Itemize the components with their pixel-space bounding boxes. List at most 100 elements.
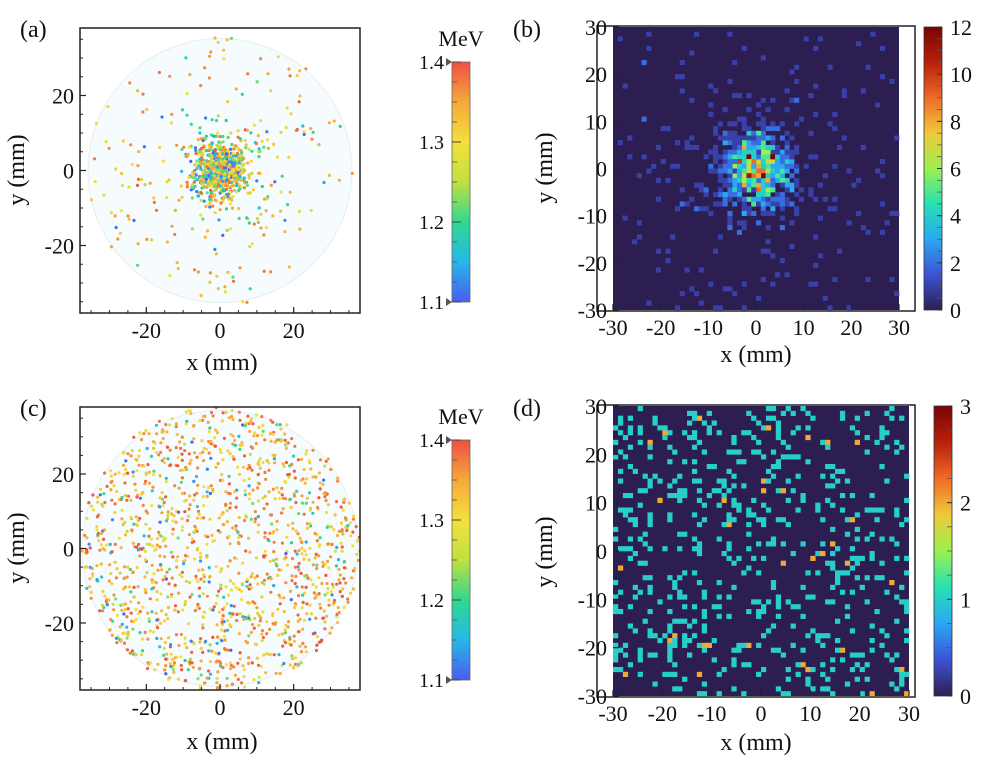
scatter-point	[263, 494, 267, 498]
heatmap-cell	[721, 483, 727, 489]
scatter-point	[354, 525, 358, 529]
heatmap-cell	[765, 173, 771, 179]
scatter-point	[278, 496, 282, 501]
heatmap-cell	[869, 638, 875, 644]
heatmap-cell	[770, 173, 776, 179]
heatmap-cell	[722, 140, 728, 146]
scatter-point	[256, 663, 261, 667]
scatter-point	[176, 677, 180, 681]
scatter-point	[95, 515, 99, 519]
scatter-point	[147, 432, 151, 436]
scatter-point	[291, 527, 295, 531]
scatter-point	[120, 495, 124, 500]
scatter-point	[131, 652, 136, 656]
scatter-point	[259, 57, 263, 61]
scatter-point	[126, 565, 130, 569]
scatter-point	[293, 662, 298, 667]
heatmap-cell	[770, 144, 776, 150]
scatter-point	[227, 179, 231, 184]
heatmap-cell	[646, 31, 652, 37]
scatter-point	[272, 457, 276, 461]
scatter-point	[97, 539, 101, 543]
heatmap-cell	[647, 589, 653, 595]
scatter-point	[212, 605, 216, 609]
heatmap-cell	[721, 497, 727, 503]
heatmap-cell	[652, 415, 658, 421]
heatmap-cell	[756, 177, 762, 183]
heatmap-cell	[849, 589, 856, 595]
scatter-point	[337, 529, 341, 534]
scatter-point	[134, 618, 138, 622]
scatter-point	[280, 438, 284, 442]
scatter-point	[244, 421, 248, 425]
heatmap-cell	[760, 154, 766, 160]
scatter-point	[231, 175, 235, 179]
colorbar-tick-label: 0	[950, 298, 961, 323]
heatmap-cell	[722, 149, 728, 155]
scatter-point	[202, 485, 206, 489]
scatter-point	[174, 520, 178, 524]
scatter-point	[137, 448, 142, 453]
heatmap-cell	[627, 415, 634, 421]
heatmap-cell	[701, 609, 708, 615]
scatter-point	[305, 496, 309, 500]
heatmap-cell	[815, 502, 821, 508]
heatmap-cell	[894, 210, 900, 216]
scatter-point	[283, 230, 287, 234]
scatter-point	[197, 568, 201, 572]
scatter-point	[242, 186, 246, 190]
scatter-point	[231, 275, 235, 279]
colorbar-tick-label: 4	[950, 204, 961, 229]
scatter-point	[238, 651, 242, 655]
scatter-point	[311, 500, 315, 504]
heatmap-cell	[732, 173, 738, 179]
heatmap-cell	[667, 517, 673, 523]
heatmap-cell	[798, 196, 804, 202]
scatter-point	[110, 518, 115, 522]
scatter-point	[131, 541, 135, 545]
heatmap-cell	[717, 177, 723, 183]
scatter-point	[269, 89, 273, 93]
scatter-point	[265, 459, 269, 463]
scatter-point	[129, 611, 133, 615]
scatter-point	[108, 628, 112, 632]
heatmap-cell	[751, 512, 757, 518]
scatter-point	[211, 414, 215, 418]
scatter-point	[231, 526, 235, 530]
scatter-point	[173, 604, 178, 608]
scatter-point	[260, 415, 264, 419]
heatmap-cell	[716, 478, 722, 484]
scatter-point	[91, 493, 95, 497]
scatter-point	[89, 590, 93, 594]
heatmap-cell	[727, 210, 733, 216]
scatter-point	[158, 520, 162, 524]
heatmap-cell	[789, 243, 795, 249]
scatter-point	[223, 172, 227, 176]
scatter-point	[339, 505, 343, 509]
heatmap-cell	[761, 555, 767, 561]
scatter-point	[176, 610, 180, 614]
heatmap-cell	[687, 623, 693, 629]
panel-a-ytick-label: -20	[45, 234, 74, 259]
heatmap-cell	[825, 444, 831, 450]
scatter-point	[119, 546, 123, 550]
scatter-point	[209, 179, 213, 183]
scatter-point	[259, 616, 263, 620]
heatmap-cell	[667, 671, 673, 677]
scatter-point	[126, 633, 131, 637]
scatter-point	[241, 423, 245, 427]
scatter-point	[283, 479, 287, 483]
scatter-point	[102, 492, 106, 496]
scatter-point	[153, 548, 157, 552]
scatter-point	[149, 537, 154, 541]
scatter-point	[297, 209, 301, 213]
scatter-point	[283, 497, 287, 501]
heatmap-cell	[617, 507, 624, 513]
heatmap-cell	[622, 435, 629, 441]
scatter-point	[155, 598, 159, 602]
panel-a-xtick-label: 20	[283, 318, 305, 343]
scatter-point	[143, 183, 147, 187]
scatter-point	[300, 585, 304, 589]
scatter-point	[219, 146, 223, 150]
